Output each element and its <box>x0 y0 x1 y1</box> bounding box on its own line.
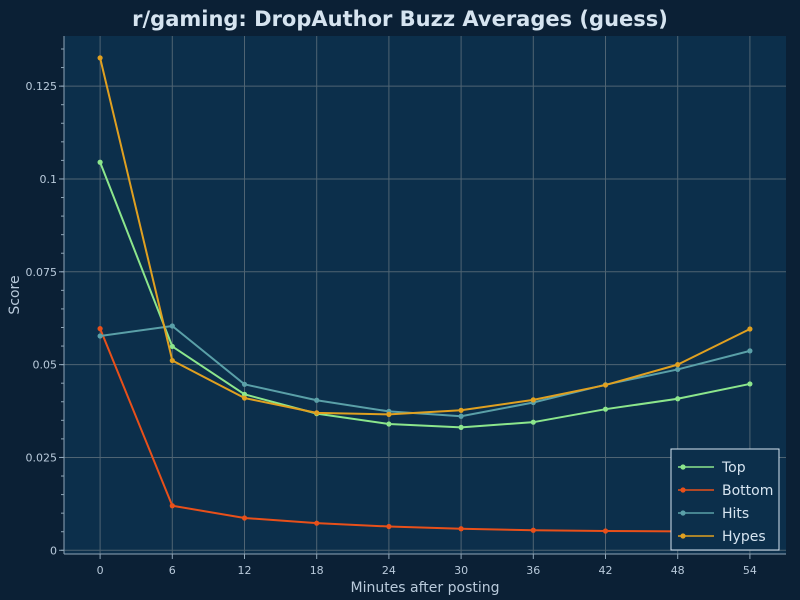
data-point-bottom <box>530 527 536 533</box>
data-point-hypes <box>530 397 536 403</box>
x-tick-label: 54 <box>743 564 757 577</box>
data-point-hits <box>314 397 320 403</box>
data-point-bottom <box>241 515 248 521</box>
data-point-hits <box>458 413 464 419</box>
y-tick-label: 0.05 <box>33 359 58 372</box>
x-tick-label: 36 <box>526 564 540 577</box>
data-point-top <box>747 381 753 387</box>
data-point-hits <box>97 333 103 339</box>
legend-swatch-marker <box>680 487 686 493</box>
plot-area <box>64 36 786 554</box>
grid-layer <box>64 36 786 554</box>
legend-label: Hits <box>722 506 749 522</box>
data-point-top <box>169 343 175 350</box>
x-tick-label: 24 <box>382 564 396 577</box>
x-tick-label: 12 <box>238 564 252 577</box>
data-point-top <box>386 421 392 427</box>
x-tick-label: 42 <box>599 564 613 577</box>
data-point-hypes <box>314 410 320 416</box>
data-point-hypes <box>458 407 464 413</box>
data-point-top <box>97 159 103 165</box>
data-point-hits <box>241 381 248 387</box>
data-point-hypes <box>675 362 681 368</box>
data-point-bottom <box>458 526 464 532</box>
series-line-hypes <box>99 57 751 416</box>
series-line-bottom <box>99 328 750 533</box>
y-tick-label: 0.025 <box>26 451 58 464</box>
data-point-top <box>602 406 609 412</box>
data-point-top <box>241 391 248 397</box>
x-tick-label: 18 <box>310 564 324 577</box>
legend-swatch-marker <box>680 533 686 539</box>
data-point-bottom <box>97 326 103 332</box>
data-point-top <box>458 424 464 430</box>
x-tick-label: 6 <box>169 564 176 577</box>
legend-label: Top <box>721 460 746 476</box>
data-point-hypes <box>241 395 248 401</box>
y-tick-label: 0.125 <box>26 80 58 93</box>
axis-layer: 0 6 12 18 24 30 36 42 48 54 0 0.025 0.05 0.075 0.1 0.12… <box>26 36 786 577</box>
data-point-hypes <box>97 55 103 61</box>
data-point-bottom <box>386 523 392 530</box>
data-point-top <box>530 419 536 425</box>
chart-title: r/gaming: DropAuthor Buzz Averages (gues… <box>132 7 668 31</box>
data-point-top <box>675 396 681 402</box>
x-tick-label: 48 <box>671 564 685 577</box>
x-tick-label: 30 <box>454 564 468 577</box>
legend: Top Bottom Hits Hypes <box>670 448 780 551</box>
y-axis-label: Score <box>7 275 23 314</box>
data-point-bottom <box>314 520 320 526</box>
data-point-bottom <box>602 528 609 534</box>
data-point-hypes <box>386 411 392 417</box>
data-point-hypes <box>602 382 609 388</box>
legend-swatch-marker <box>680 510 686 516</box>
series-line-top <box>99 161 751 429</box>
data-point-hits <box>675 366 681 373</box>
data-point-hypes <box>169 357 175 364</box>
y-tick-label: 0 <box>50 544 57 557</box>
legend-label: Hypes <box>722 529 766 545</box>
y-tick-label: 0.075 <box>26 266 58 279</box>
data-point-hits <box>169 323 175 329</box>
series-line-hits <box>99 325 751 418</box>
x-axis-label: Minutes after posting <box>350 580 499 596</box>
legend-swatch-marker <box>680 464 686 470</box>
data-point-hypes <box>747 326 753 332</box>
data-point-bottom <box>169 503 175 509</box>
y-tick-label: 0.1 <box>40 173 58 186</box>
legend-box <box>670 448 780 551</box>
legend-label: Bottom <box>722 483 773 499</box>
x-tick-label: 0 <box>97 564 104 577</box>
data-point-hits <box>747 348 753 354</box>
